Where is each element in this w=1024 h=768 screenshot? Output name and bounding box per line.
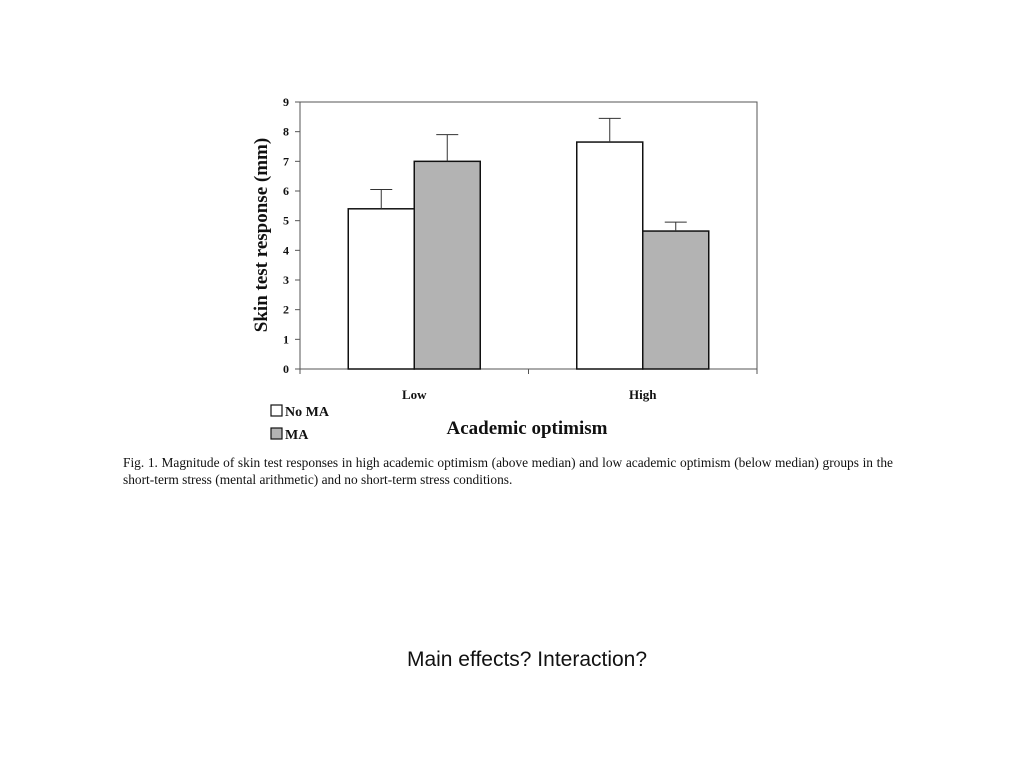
bar-ma-high [642,230,710,370]
y-tick-label: 1 [283,332,289,346]
bar-no-ma-low [347,208,415,370]
y-tick-label: 7 [283,154,289,168]
y-tick-label: 4 [283,243,289,257]
legend-swatch [270,427,283,440]
y-axis-label: Skin test response (mm) [251,138,272,332]
y-tick-label: 9 [283,95,289,109]
y-tick-label: 6 [283,184,289,198]
slide-question: Main effects? Interaction? [406,648,648,671]
bar-ma-low [413,160,481,370]
y-tick-label: 8 [283,125,289,139]
figure-caption: Fig. 1. Magnitude of skin test responses… [123,455,893,487]
x-axis-label: Academic optimism [447,418,608,439]
x-tick-label: High [629,387,657,402]
bar-no-ma-high [576,141,644,370]
legend-label: No MA [285,405,330,420]
y-tick-label: 2 [283,303,289,317]
x-axis: Low High [299,369,758,402]
y-tick-label: 0 [283,362,289,376]
error-bars [370,117,687,232]
x-tick-label: Low [402,387,427,402]
y-axis: 0 1 2 3 4 5 6 7 8 9 [283,95,300,376]
y-tick-label: 3 [283,273,289,287]
legend: No MA MA [270,404,330,443]
legend-swatch [270,404,283,417]
y-tick-label: 5 [283,214,289,228]
bars [347,141,710,370]
legend-label: MA [285,428,309,443]
